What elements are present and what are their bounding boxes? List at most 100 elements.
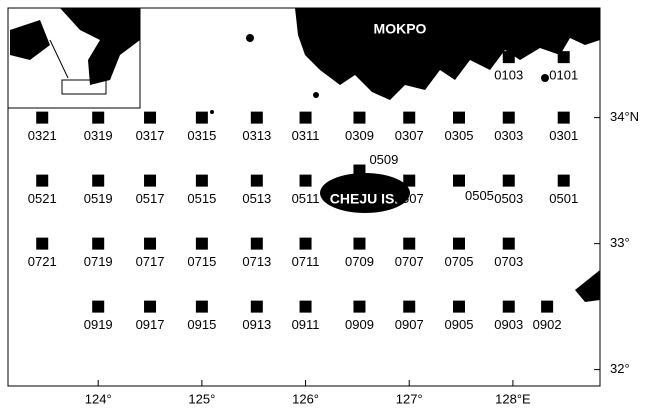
station — [353, 111, 366, 124]
station — [92, 300, 105, 313]
station-label: 0915 — [187, 317, 216, 332]
y-tick-label: 33° — [610, 235, 630, 250]
station — [403, 237, 416, 250]
station-label: 0313 — [242, 128, 271, 143]
station — [403, 300, 416, 313]
station-label: 0902 — [533, 317, 562, 332]
station-label: 0311 — [292, 128, 320, 143]
station — [144, 174, 157, 187]
station — [502, 300, 515, 313]
station — [502, 111, 515, 124]
station — [452, 174, 465, 187]
station — [557, 51, 570, 64]
station-label: 0319 — [84, 128, 113, 143]
station-label: 0305 — [445, 128, 474, 143]
station-label: 0721 — [28, 254, 57, 269]
station — [353, 237, 366, 250]
station-label: 0513 — [242, 191, 271, 206]
station — [195, 174, 208, 187]
station-label: 0713 — [242, 254, 271, 269]
station-label: 0321 — [28, 128, 57, 143]
station — [299, 174, 312, 187]
station — [502, 174, 515, 187]
station — [195, 111, 208, 124]
station-label: 0703 — [494, 254, 523, 269]
frame — [7, 7, 601, 387]
station-label: 0521 — [28, 191, 57, 206]
station-label: 0719 — [84, 254, 113, 269]
station — [36, 111, 49, 124]
station — [144, 237, 157, 250]
inset-map — [7, 7, 141, 109]
station — [92, 174, 105, 187]
x-tick-label: 125° — [188, 391, 215, 406]
station-label: 0913 — [242, 317, 271, 332]
station — [403, 174, 416, 187]
station — [250, 174, 263, 187]
station-label: 0501 — [549, 191, 578, 206]
station — [92, 237, 105, 250]
station — [36, 174, 49, 187]
x-tick-label: 126° — [292, 391, 319, 406]
station — [452, 237, 465, 250]
station-label: 0317 — [136, 128, 165, 143]
x-tick-label: 127° — [396, 391, 423, 406]
station — [299, 237, 312, 250]
station-label: 0505 — [465, 188, 494, 203]
y-tick-label: 32° — [610, 361, 630, 376]
station-label: 0907 — [395, 317, 424, 332]
station-label: 0309 — [345, 128, 374, 143]
station-label: 0515 — [187, 191, 216, 206]
station — [452, 300, 465, 313]
station — [250, 300, 263, 313]
station — [195, 237, 208, 250]
station — [403, 111, 416, 124]
station-label: 0911 — [292, 317, 320, 332]
station — [299, 300, 312, 313]
station — [250, 237, 263, 250]
station-label: 0905 — [445, 317, 474, 332]
station-label: 0511 — [292, 191, 320, 206]
station — [502, 51, 515, 64]
island-label: CHEJU IS. — [330, 191, 398, 207]
land — [210, 8, 600, 302]
x-tick-label: 128°E — [495, 391, 531, 406]
station-label: 0315 — [187, 128, 216, 143]
station-label: 0507 — [395, 191, 424, 206]
station-label: 0103 — [494, 68, 523, 83]
station — [541, 300, 554, 313]
station — [250, 111, 263, 124]
station-label: 0303 — [494, 128, 523, 143]
station-label: 0917 — [136, 317, 165, 332]
station-label: 0519 — [84, 191, 113, 206]
station-label: 0711 — [292, 254, 320, 269]
station-label: 0709 — [345, 254, 374, 269]
city-label: MOKPO — [374, 21, 427, 37]
station — [502, 237, 515, 250]
station-label: 0517 — [136, 191, 165, 206]
station — [92, 111, 105, 124]
station — [144, 300, 157, 313]
station-label: 0101 — [549, 68, 578, 83]
station-label: 0705 — [445, 254, 474, 269]
station-label: 0715 — [187, 254, 216, 269]
x-tick-label: 124° — [85, 391, 112, 406]
station — [353, 164, 366, 177]
station-label: 0307 — [395, 128, 424, 143]
station — [353, 300, 366, 313]
station-label: 0903 — [494, 317, 523, 332]
station-label: 0509 — [369, 152, 398, 167]
station-label: 0909 — [345, 317, 374, 332]
station — [557, 111, 570, 124]
station-label: 0919 — [84, 317, 113, 332]
station — [195, 300, 208, 313]
station-label: 0717 — [136, 254, 165, 269]
station — [144, 111, 157, 124]
y-tick-label: 34°N — [610, 109, 639, 124]
station — [557, 174, 570, 187]
station-label: 0707 — [395, 254, 424, 269]
station — [36, 237, 49, 250]
station — [299, 111, 312, 124]
station-label: 0301 — [549, 128, 578, 143]
